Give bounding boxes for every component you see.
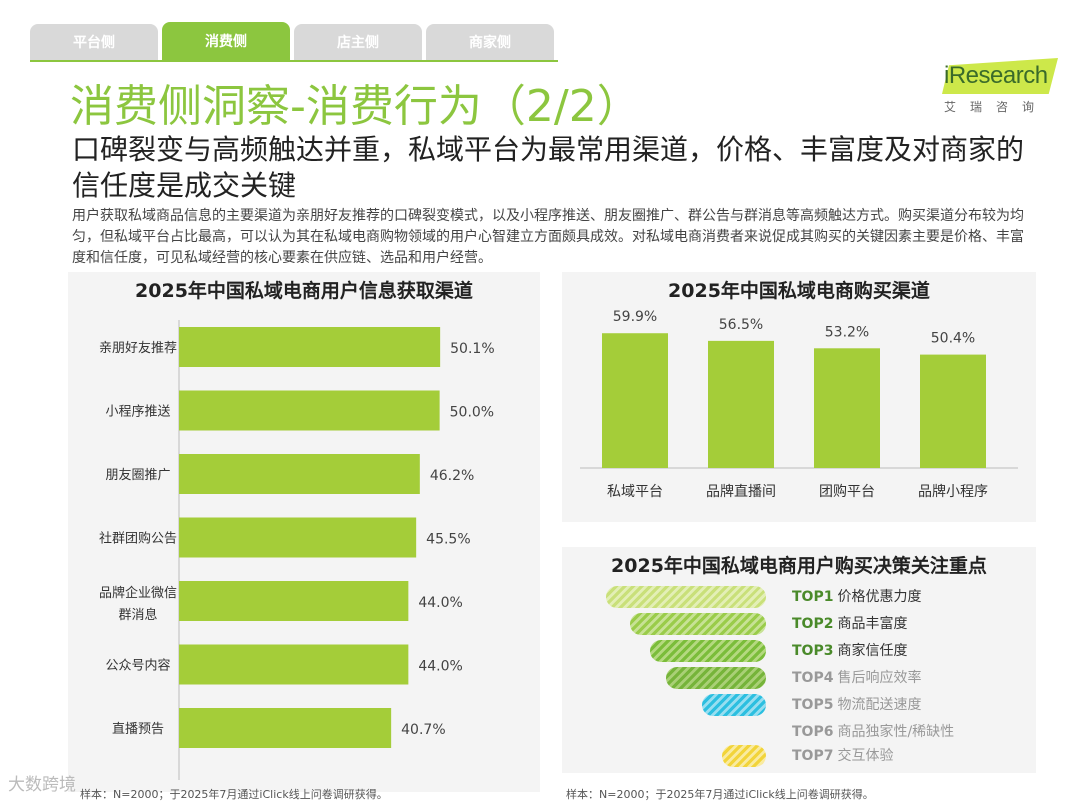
h-tick-label-line: 群消息 [118, 607, 157, 623]
decision-text-2: 商品丰富度 [837, 616, 908, 632]
decision-item-2: TOP2 商品丰富度 [562, 610, 1036, 637]
h-bar [179, 708, 392, 748]
decision-rank-6: TOP6 [792, 724, 834, 740]
purchase-channel-panel: 2025年中国私域电商购买渠道 59.9% 私域平台 56.5% 品牌直播间 53.2%… [562, 272, 1036, 522]
decision-focus-panel: 2025年中国私域电商用户购买决策关注重点 TOP1 价格优惠力度 TOP2 商品丰… [562, 547, 1036, 773]
decision-item-6: TOP6 商品独家性/稀缺性 [562, 718, 1036, 745]
h-tick-label: 小程序推送 [105, 405, 170, 420]
info-channel-panel: 2025年中国私域电商用户信息获取渠道 亲朋好友推荐 50.1% 小程序推送 50.0… [68, 272, 540, 792]
h-data-label: 50.0% [450, 405, 494, 421]
decision-item-1: TOP1 价格优惠力度 [562, 583, 1036, 610]
decision-label-5: TOP5 物流配送速度 [792, 694, 921, 714]
tab-shopowner[interactable]: 店主侧 [294, 24, 422, 60]
decision-text-3: 商家信任度 [837, 643, 908, 659]
h-data-label: 40.7% [401, 722, 445, 738]
iresearch-logo: iResearch 艾瑞咨询 [940, 58, 1065, 118]
decision-label-3: TOP3 商家信任度 [792, 640, 907, 660]
decision-text-1: 价格优惠力度 [837, 589, 922, 605]
tab-bar: 平台侧 消费侧 店主侧 商家侧 [30, 22, 554, 60]
decision-rank-7: TOP7 [792, 748, 834, 764]
decision-rank-2: TOP2 [792, 616, 834, 632]
v-data-label: 56.5% [719, 317, 763, 333]
decision-label-2: TOP2 商品丰富度 [792, 613, 907, 633]
watermark: 大数跨境 [8, 775, 76, 795]
decision-text-7: 交互体验 [837, 748, 894, 764]
decision-bar-4 [666, 667, 766, 689]
h-tick-label: 公众号内容 [105, 658, 170, 674]
logo-sub: 艾瑞咨询 [944, 100, 1049, 114]
v-tick-label: 品牌直播间 [706, 483, 776, 500]
v-data-label: 53.2% [825, 324, 869, 340]
decision-text-5: 物流配送速度 [837, 697, 922, 713]
decision-label-7: TOP7 交互体验 [792, 745, 893, 765]
page-title: 消费侧洞察-消费行为（2/2） [70, 81, 641, 132]
h-tick-label: 朋友圈推广 [105, 467, 170, 483]
v-bar [814, 348, 880, 468]
decision-item-4: TOP4 售后响应效率 [562, 664, 1036, 691]
info-channel-title: 2025年中国私域电商用户信息获取渠道 [135, 280, 473, 302]
v-tick-label: 团购平台 [819, 484, 875, 500]
h-tick-label: 社群团购公告 [99, 531, 177, 547]
v-data-label: 59.9% [613, 309, 657, 325]
decision-item-7: TOP7 交互体验 [562, 742, 1036, 769]
h-data-label: 45.5% [426, 532, 470, 548]
h-data-label: 50.1% [450, 341, 494, 357]
decision-text-6: 商品独家性/稀缺性 [837, 724, 955, 740]
h-data-label: 46.2% [430, 468, 474, 484]
decision-bar-1 [606, 586, 766, 608]
purchase-channel-chart: 59.9% 私域平台 56.5% 品牌直播间 53.2% 团购平台 50.4% 品牌小程序 [580, 309, 1018, 500]
decision-focus-title: 2025年中国私域电商用户购买决策关注重点 [611, 555, 987, 577]
tab-underline [30, 60, 558, 62]
decision-bar-7 [722, 745, 766, 767]
sample-note-right: 样本：N=2000；于2025年7月通过iClick线上问卷调研获得。 [566, 788, 874, 801]
decision-rank-1: TOP1 [792, 589, 834, 605]
decision-label-6: TOP6 商品独家性/稀缺性 [792, 721, 954, 741]
decision-text-4: 售后响应效率 [837, 670, 922, 686]
page-description: 用户获取私域商品信息的主要渠道为亲朋好友推荐的口碑裂变模式，以及小程序推送、朋友… [72, 208, 1024, 266]
page-subtitle: 口碑裂变与高频触达并重，私域平台为最常用渠道，价格、丰富度及对商家的信任度是成交… [72, 133, 1025, 202]
sample-note-left: 样本：N=2000；于2025年7月通过iClick线上问卷调研获得。 [80, 788, 388, 801]
h-tick-label: 品牌企业微信群消息 [99, 585, 177, 623]
decision-label-1: TOP1 价格优惠力度 [792, 586, 921, 606]
decision-bar-5 [702, 694, 766, 716]
h-tick-label: 直播预告 [112, 722, 164, 737]
v-bar [602, 333, 668, 468]
logo-word: iResearch [944, 62, 1048, 89]
h-bar [179, 327, 441, 367]
v-tick-label: 私域平台 [607, 484, 663, 500]
decision-item-5: TOP5 物流配送速度 [562, 691, 1036, 718]
purchase-channel-title: 2025年中国私域电商购买渠道 [668, 280, 930, 302]
decision-rank-3: TOP3 [792, 643, 834, 659]
h-bar [179, 454, 420, 494]
decision-rank-5: TOP5 [792, 697, 834, 713]
info-channel-chart: 亲朋好友推荐 50.1% 小程序推送 50.0% 朋友圈推广 46.2% 社群团购公告 45.… [99, 320, 495, 780]
h-bar [179, 517, 417, 558]
decision-rank-4: TOP4 [792, 670, 834, 686]
h-data-label: 44.0% [418, 595, 462, 611]
decision-item-3: TOP3 商家信任度 [562, 637, 1036, 664]
decision-label-4: TOP4 售后响应效率 [792, 667, 921, 687]
v-bar [708, 340, 774, 468]
tab-platform[interactable]: 平台侧 [30, 24, 158, 60]
v-bar [920, 354, 986, 468]
h-tick-label-line: 品牌企业微信 [99, 585, 177, 601]
v-data-label: 50.4% [931, 331, 975, 347]
decision-bar-2 [630, 613, 766, 635]
h-data-label: 44.0% [418, 659, 462, 675]
tab-consumer[interactable]: 消费侧 [162, 22, 290, 60]
v-tick-label: 品牌小程序 [918, 483, 988, 500]
h-bar [179, 581, 409, 621]
tab-merchant[interactable]: 商家侧 [426, 24, 554, 60]
decision-bar-3 [650, 640, 766, 662]
h-tick-label: 亲朋好友推荐 [99, 340, 177, 356]
h-bar [179, 644, 409, 685]
h-bar [179, 390, 440, 431]
